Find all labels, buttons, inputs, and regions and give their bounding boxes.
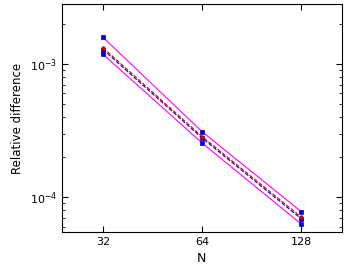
X-axis label: N: N (197, 252, 207, 265)
Y-axis label: Relative difference: Relative difference (11, 62, 24, 174)
